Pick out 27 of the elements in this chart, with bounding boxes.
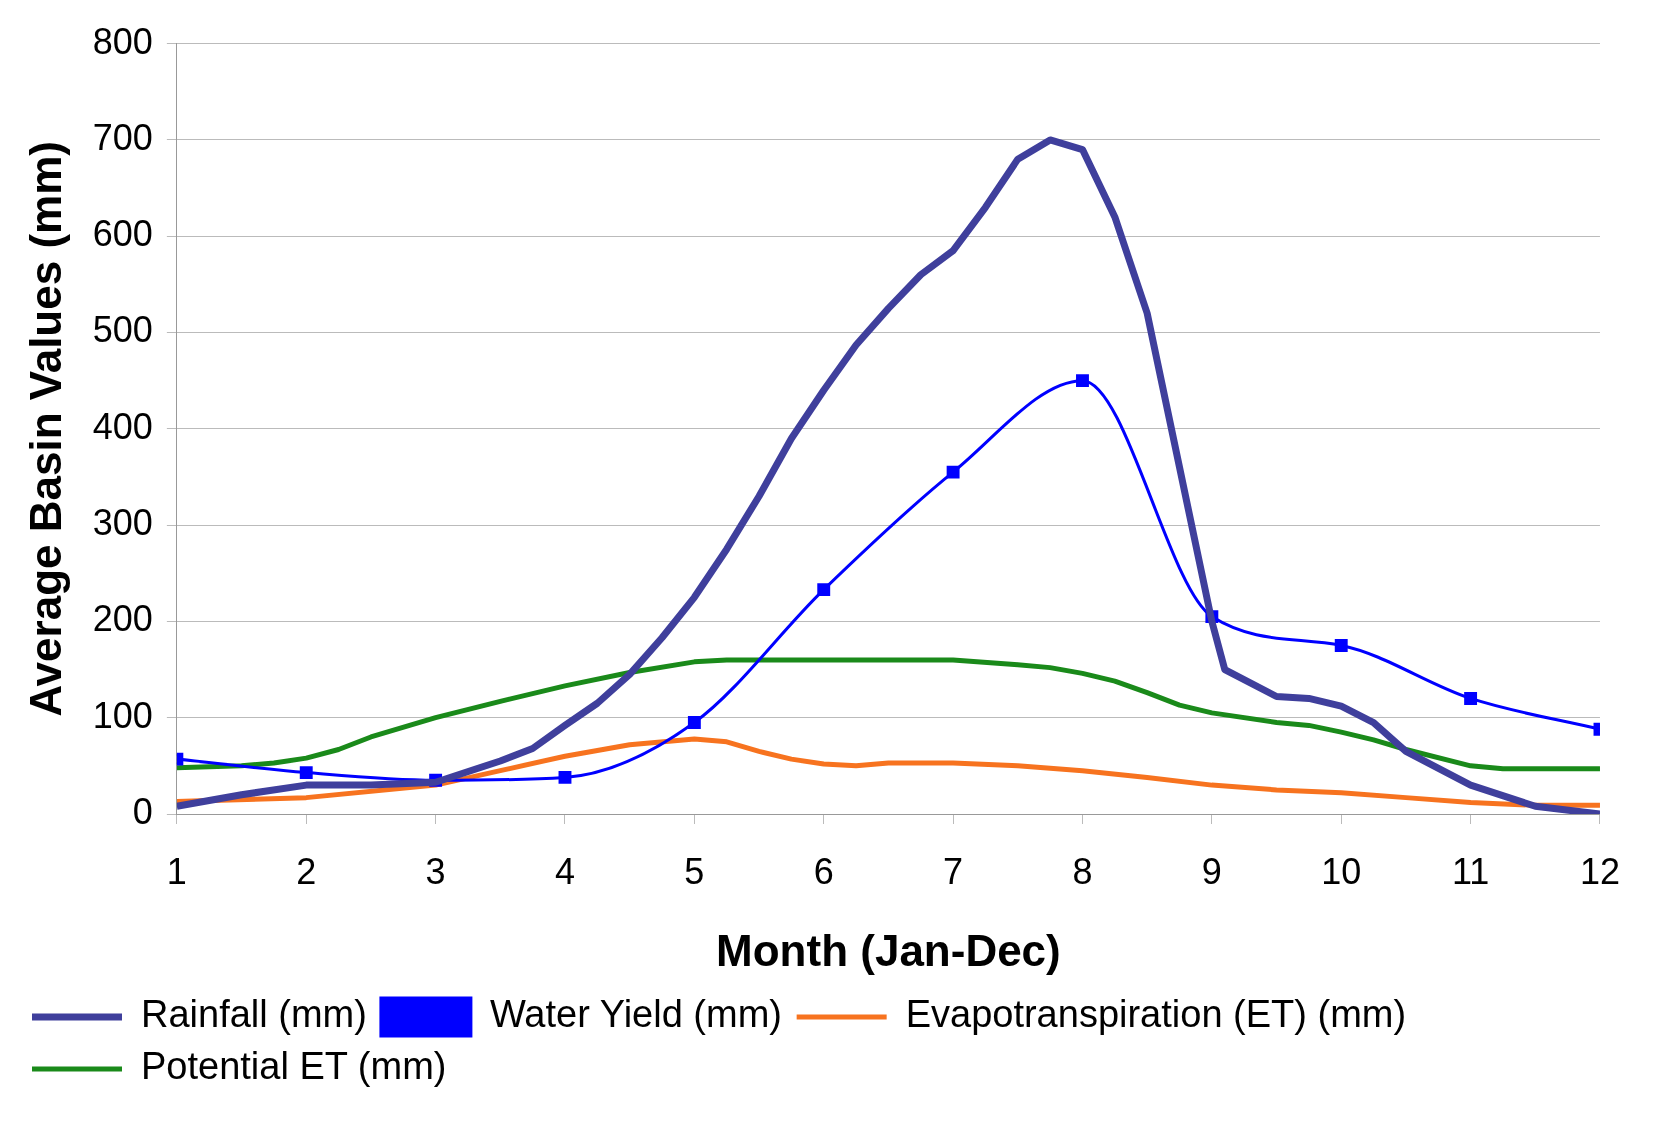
y-tick-label: 300	[92, 502, 153, 544]
y-tick-label: 0	[132, 790, 153, 832]
x-tick-label: 11	[1451, 850, 1490, 892]
x-tick-label: 10	[1321, 850, 1362, 892]
legend-label: Evapotranspiration (ET) (mm)	[905, 993, 1407, 1036]
legend-label: Water Yield (mm)	[489, 993, 782, 1036]
x-tick-label: 1	[166, 850, 187, 892]
x-tick-label: 9	[1201, 850, 1222, 892]
x-tick-label: 2	[296, 850, 317, 892]
y-axis-title: Average Basin Values (mm)	[20, 141, 70, 717]
x-tick-label: 4	[554, 850, 575, 892]
y-tick-label: 500	[92, 309, 153, 351]
y-tick-label: 600	[92, 213, 153, 255]
y-tick-label: 200	[92, 598, 153, 640]
legend-label: Potential ET (mm)	[141, 1045, 447, 1088]
legend-label: Rainfall (mm)	[141, 993, 367, 1036]
x-tick-label: 8	[1072, 850, 1093, 892]
y-tick-label: 100	[92, 694, 153, 736]
x-tick-label: 12	[1579, 850, 1620, 892]
x-tick-label: 3	[425, 850, 446, 892]
x-tick-label: 5	[684, 850, 705, 892]
y-tick-label: 800	[92, 20, 153, 62]
x-axis-title: Month (Jan-Dec)	[716, 925, 1061, 975]
y-tick-label: 400	[92, 405, 153, 447]
x-tick-label: 7	[943, 850, 964, 892]
x-tick-label: 6	[813, 850, 834, 892]
y-tick-label: 700	[92, 116, 153, 158]
